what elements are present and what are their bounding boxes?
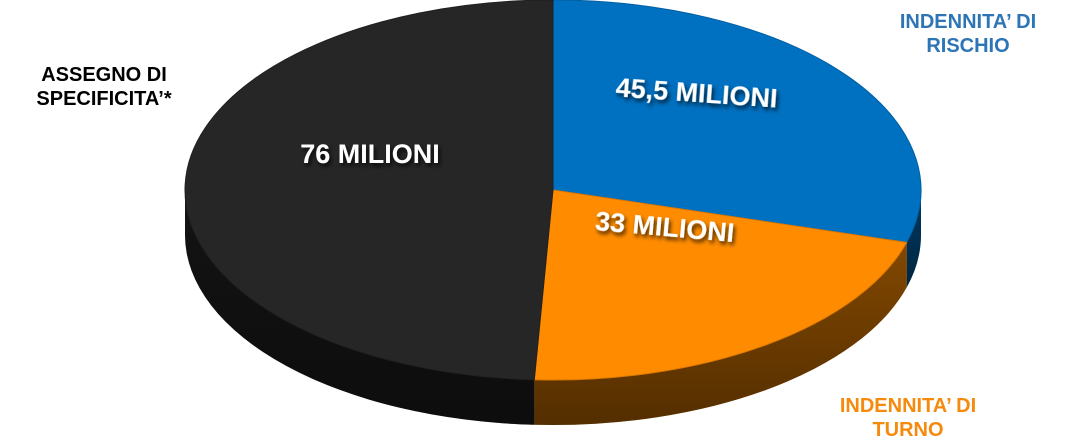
slice-category-label-line: INDENNITA’ DI xyxy=(840,395,976,417)
pie-tops xyxy=(185,0,921,380)
slice-category-label: ASSEGNO DI SPECIFICITA’* xyxy=(36,64,171,110)
slice-value-label: 76 MILIONI xyxy=(300,139,440,169)
slice-category-label-line: RISCHIO xyxy=(926,35,1009,57)
slice-category-label-line: ASSEGNO DI xyxy=(41,64,167,86)
slice-category-label-line: SPECIFICITA’* xyxy=(36,88,171,110)
slice-category-label: INDENNITA’ DI TURNO xyxy=(840,395,976,441)
slice-category-label-line: INDENNITA’ DI xyxy=(900,11,1036,33)
slice-category-label-line: TURNO xyxy=(872,419,943,441)
slice-category-label: INDENNITA’ DI RISCHIO xyxy=(900,11,1036,57)
